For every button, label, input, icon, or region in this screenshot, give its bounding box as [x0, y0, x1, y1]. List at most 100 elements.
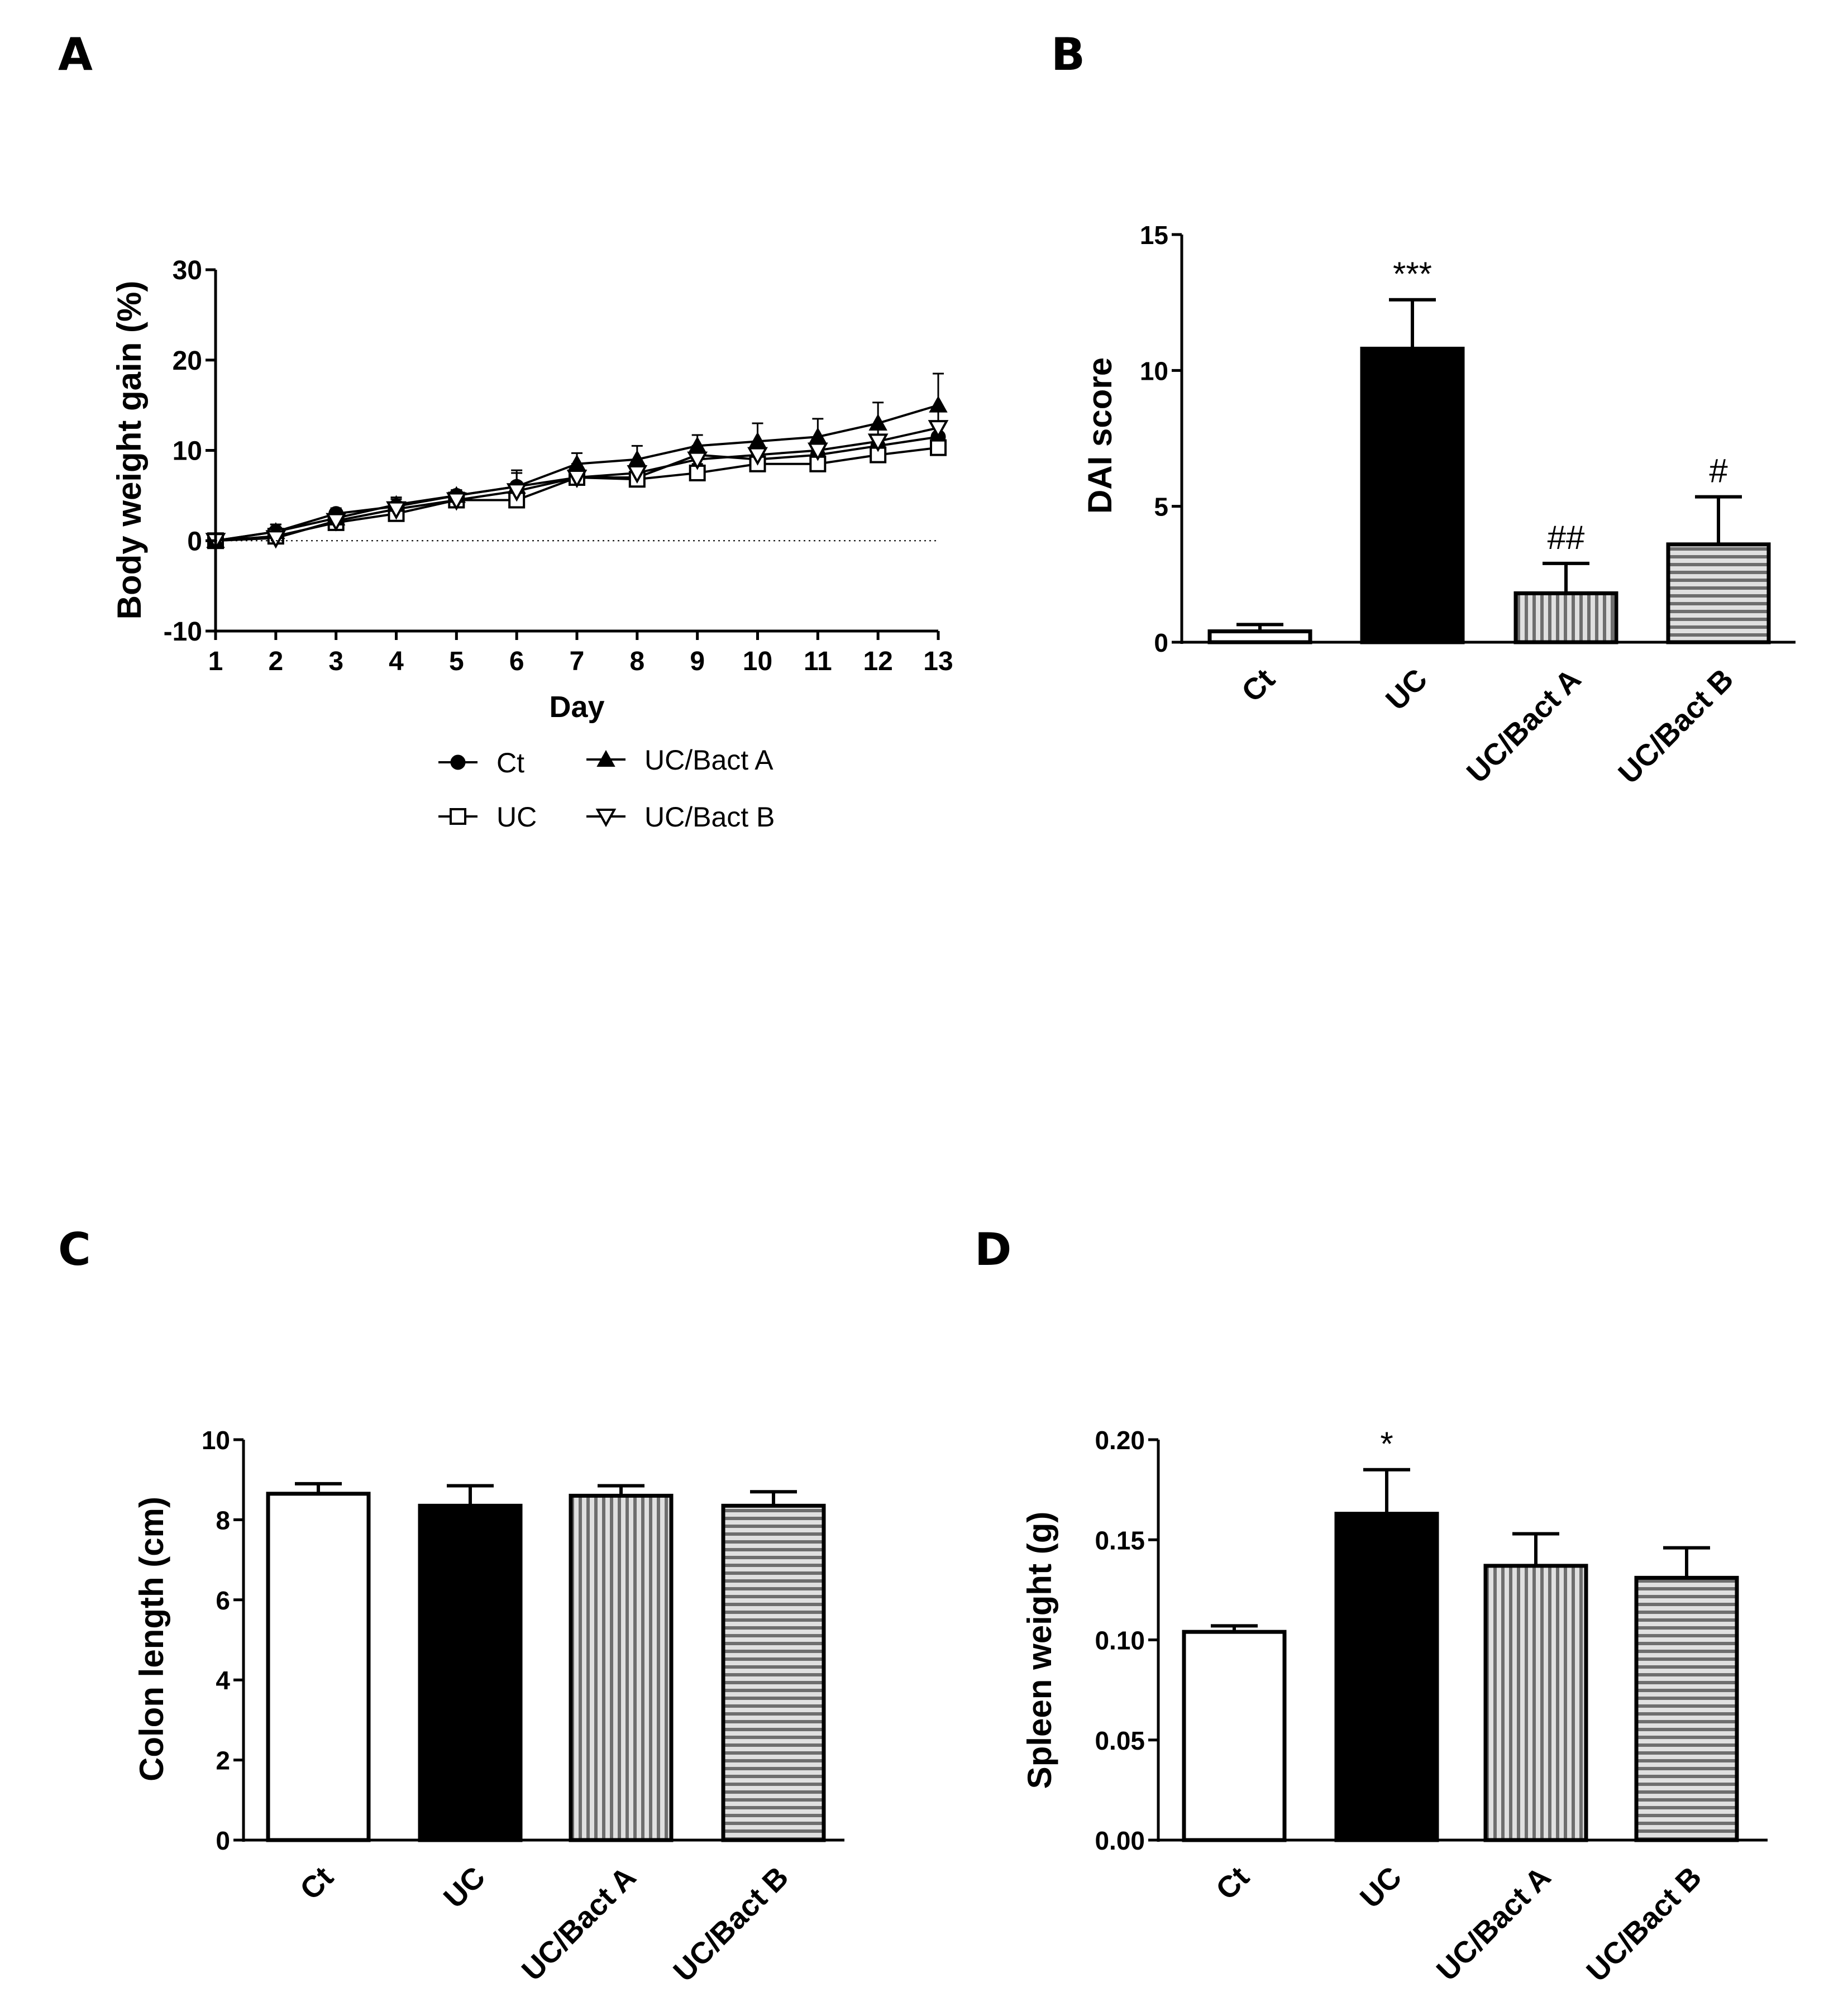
panel-a-x-tick-label: 2: [268, 647, 283, 676]
bar-y-tick-label: 2: [216, 1746, 230, 1775]
legend-label: UC: [496, 801, 537, 833]
bar: [1207, 629, 1312, 644]
panel-c-y-axis-title: Colon length (cm): [133, 1497, 170, 1781]
bar-y-tick-label: 0: [1154, 628, 1168, 657]
panel-c-bar-chart: Colon length (cm) Ct UC UC/Bact A UC/Bact B…: [133, 1426, 844, 1988]
panel-letter-d: D: [975, 1224, 1011, 1275]
panel-b-bar-chart: DAI score Ct *** UC ## UC/Bact A # UC/Bact B 0 5…: [1081, 221, 1796, 790]
panel-a-y-axis-title: Body weight gain (%): [111, 281, 148, 620]
bar-category-label: UC/Bact A: [1430, 1860, 1558, 1988]
panel-a-point: [627, 465, 648, 484]
panel-a-point: [747, 447, 768, 466]
legend-marker: [450, 808, 466, 825]
legend-marker: [596, 749, 615, 767]
panel-a-y-ticks: -10 0 10 20 30: [164, 256, 216, 647]
bar-category-label: UC: [1379, 662, 1434, 717]
bar-y-tick-label: 10: [1140, 356, 1168, 385]
bar-category-label: Ct: [1235, 662, 1282, 709]
panel-a-x-tick-label: 10: [743, 647, 772, 676]
bar-y-tick-label: 0.15: [1095, 1526, 1145, 1555]
panel-a-x-tick-label: 13: [923, 647, 953, 676]
bar-category-label: UC/Bact B: [1612, 662, 1740, 790]
bar: [1334, 1512, 1439, 1842]
legend-marker: [450, 754, 466, 770]
legend-label: UC/Bact A: [644, 744, 773, 776]
panel-a-x-axis-title: Day: [549, 690, 604, 724]
panel-a-y-tick-label: -10: [164, 617, 202, 647]
panel-a-point: [868, 413, 887, 431]
legend-label: UC/Bact B: [644, 801, 775, 833]
bar-category-label: UC/Bact A: [515, 1860, 643, 1988]
panel-a-y-tick-label: 10: [173, 437, 202, 466]
bar-y-tick-label: 5: [1154, 493, 1168, 522]
bar: [418, 1503, 523, 1842]
bar-y-tick-label: 0.05: [1095, 1726, 1145, 1755]
bar-significance-label: *: [1380, 1425, 1393, 1463]
panel-a-point: [807, 442, 828, 461]
panel-a-point: [265, 530, 287, 549]
legend-marker: [595, 809, 617, 828]
bar-category-label: Ct: [294, 1860, 340, 1907]
bar-category-label: Ct: [1210, 1860, 1256, 1907]
panel-a-x-tick-label: 11: [804, 647, 832, 676]
panel-b-y-axis-title: DAI score: [1081, 357, 1119, 514]
panel-a-y-tick-label: 20: [173, 346, 202, 376]
bar: [569, 1493, 674, 1842]
panel-a-point: [326, 513, 347, 532]
panel-a-point: [867, 433, 889, 452]
bar-y-tick-label: 4: [216, 1666, 230, 1695]
panel-a-point: [928, 420, 949, 439]
panel-a-x-tick-label: 12: [863, 647, 892, 676]
bar-y-tick-label: 0.00: [1095, 1826, 1145, 1855]
panel-a-x-tick-label: 1: [208, 647, 223, 676]
bar-y-tick-label: 0: [216, 1826, 230, 1855]
panel-a-point: [386, 501, 407, 520]
panel-a-point: [930, 439, 947, 456]
bar: [1513, 591, 1618, 644]
panel-letter-c: C: [58, 1224, 91, 1275]
bar-significance-label: ***: [1393, 255, 1432, 293]
bar-y-tick-label: 10: [202, 1426, 230, 1455]
panel-a-point: [566, 470, 588, 489]
bar: [1182, 1630, 1287, 1842]
panel-a-x-tick-label: 5: [449, 647, 464, 676]
panel-a-x-ticks: 1 2 3 4 5 6 7 8 9 10 11 12 13: [208, 631, 953, 676]
panel-a-y-tick-label: 0: [187, 527, 202, 556]
bar: [1666, 542, 1771, 644]
panel-a-y-tick-label: 30: [173, 256, 202, 285]
bar-category-label: UC/Bact A: [1460, 662, 1588, 790]
bar: [1483, 1564, 1588, 1842]
panel-a-x-tick-label: 9: [690, 647, 705, 676]
bar-y-tick-label: 0.20: [1095, 1426, 1145, 1455]
bar-y-tick-label: 0.10: [1095, 1626, 1145, 1655]
panel-d-bar-chart: Spleen weight (g) Ct * UC UC/Bact A UC/Bact …: [1021, 1425, 1768, 1988]
bar-significance-label: #: [1709, 452, 1728, 490]
bar: [1360, 346, 1465, 644]
panel-letter-a: A: [58, 28, 93, 80]
bar-category-label: UC: [437, 1860, 492, 1915]
panel-a-x-tick-label: 3: [328, 647, 343, 676]
bar: [721, 1503, 826, 1842]
bar-category-label: UC/Bact B: [667, 1860, 795, 1988]
panel-a-point: [929, 395, 948, 413]
panel-d-y-axis-title: Spleen weight (g): [1021, 1512, 1058, 1789]
panel-a-point: [687, 451, 708, 470]
panel-letter-b: B: [1051, 28, 1085, 80]
bar-significance-label: ##: [1548, 519, 1585, 556]
panel-a-x-tick-label: 6: [509, 647, 524, 676]
panel-a-x-tick-label: 8: [629, 647, 644, 676]
panel-a-x-tick-label: 4: [389, 647, 404, 676]
bar-y-tick-label: 8: [216, 1506, 230, 1535]
panel-a-point: [506, 483, 527, 502]
panel-a-point: [446, 492, 467, 511]
bar-y-tick-label: 6: [216, 1586, 230, 1615]
bar-category-label: UC: [1354, 1860, 1408, 1915]
bar-y-tick-label: 15: [1140, 221, 1168, 250]
panel-a-legend: Ct UC/Bact A UC UC/Bact B: [438, 744, 775, 833]
bar: [266, 1492, 371, 1842]
bar: [1634, 1575, 1739, 1842]
legend-label: Ct: [496, 747, 524, 778]
panel-a-x-tick-label: 7: [570, 647, 585, 676]
